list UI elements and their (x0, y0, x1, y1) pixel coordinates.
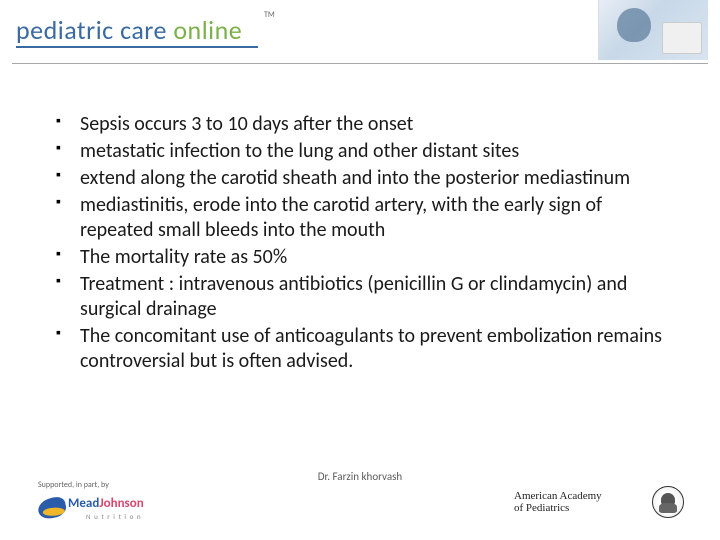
sponsor-wordmark: MeadJohnson (68, 496, 144, 511)
meadjohnson-logo: MeadJohnson N u t r i t i o n (38, 492, 178, 526)
slide-content: Sepsis occurs 3 to 10 days after the ons… (0, 64, 720, 374)
aap-line2: of Pediatrics (514, 502, 569, 514)
footer: Dr. Farzin khorvash Supported, in part, … (0, 466, 720, 530)
site-logo: pediatric care online (16, 14, 242, 46)
aap-name: American Academy of Pediatrics (514, 490, 602, 514)
logo-word-care: care (120, 14, 167, 46)
list-item: metastatic infection to the lung and oth… (48, 139, 672, 164)
aap-line1: American Academy (514, 490, 602, 502)
aap-seal-icon (652, 486, 684, 518)
list-item: extend along the carotid sheath and into… (48, 166, 672, 191)
header-bar: pediatric care online TM (12, 0, 708, 64)
list-item: The concomitant use of anticoagulants to… (48, 324, 672, 374)
trademark-symbol: TM (264, 10, 275, 20)
logo-underline (16, 46, 258, 48)
sponsor-swoosh-icon (36, 495, 68, 520)
sponsor-word-johnson: Johnson (99, 496, 143, 511)
list-item: Sepsis occurs 3 to 10 days after the ons… (48, 112, 672, 137)
logo-word-pediatric: pediatric (16, 14, 114, 46)
aap-block: American Academy of Pediatrics (514, 486, 684, 522)
list-item: Treatment : intravenous antibiotics (pen… (48, 272, 672, 322)
sponsor-subtext: N u t r i t i o n (86, 512, 142, 521)
logo-word-online: online (173, 14, 242, 46)
sponsor-block: Supported, in part, by MeadJohnson N u t… (38, 480, 178, 526)
list-item: mediastinitis, erode into the carotid ar… (48, 193, 672, 243)
bullet-list: Sepsis occurs 3 to 10 days after the ons… (48, 112, 672, 374)
sponsor-word-mead: Mead (68, 496, 99, 511)
header-photo (598, 0, 708, 60)
sponsor-label: Supported, in part, by (38, 480, 178, 490)
list-item: The mortality rate as 50% (48, 245, 672, 270)
